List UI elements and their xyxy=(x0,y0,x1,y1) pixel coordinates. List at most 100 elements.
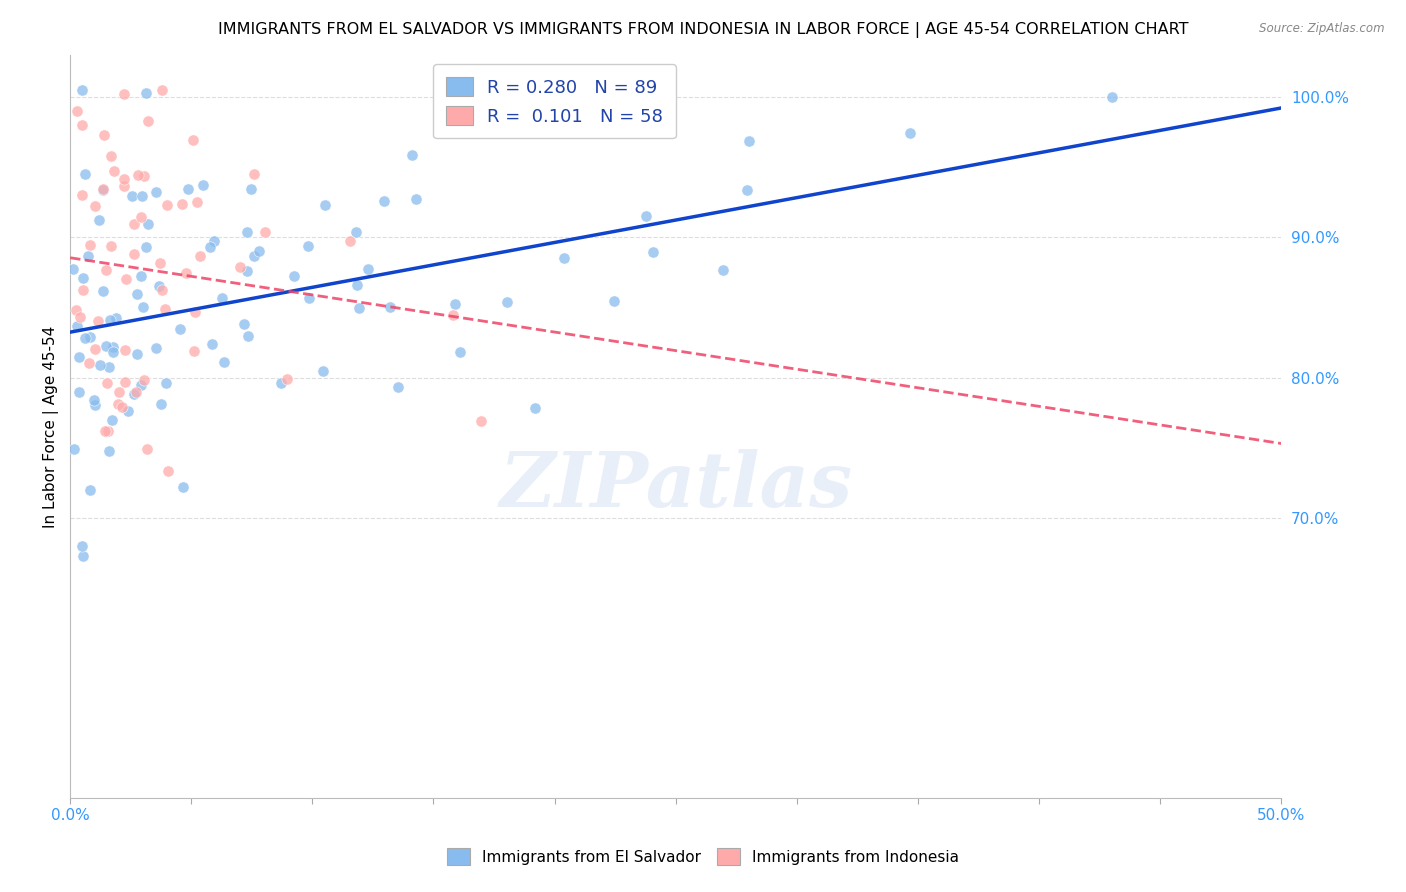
Point xyxy=(100,239,122,253)
Point xyxy=(441,308,464,322)
Point xyxy=(72,270,94,285)
Point xyxy=(91,183,114,197)
Text: ZIPatlas: ZIPatlas xyxy=(499,449,852,523)
Point xyxy=(188,249,211,263)
Point xyxy=(242,249,264,263)
Point xyxy=(314,198,336,212)
Point xyxy=(77,356,100,370)
Point xyxy=(132,373,155,387)
Point xyxy=(84,199,107,213)
Point xyxy=(72,539,94,553)
Point xyxy=(339,234,361,248)
Point xyxy=(79,483,101,497)
Point xyxy=(93,128,115,142)
Point xyxy=(122,246,145,260)
Point xyxy=(643,244,665,259)
Point xyxy=(711,263,734,277)
Point xyxy=(65,302,87,317)
Point xyxy=(136,217,159,231)
Point xyxy=(117,404,139,418)
Point xyxy=(238,329,260,343)
Point xyxy=(112,87,135,101)
Point xyxy=(470,414,492,428)
Point xyxy=(84,398,107,412)
Point xyxy=(84,342,107,356)
Point xyxy=(103,340,125,354)
Point xyxy=(72,549,94,563)
Point xyxy=(298,291,321,305)
Point xyxy=(111,400,134,414)
Point xyxy=(1101,90,1123,104)
Point xyxy=(83,392,105,407)
Legend: Immigrants from El Salvador, Immigrants from Indonesia: Immigrants from El Salvador, Immigrants … xyxy=(441,842,965,871)
Point xyxy=(79,330,101,344)
Point xyxy=(283,268,305,283)
Point xyxy=(156,464,179,478)
Point xyxy=(100,149,122,163)
Point xyxy=(69,310,91,324)
Point xyxy=(495,295,517,310)
Point xyxy=(149,256,172,270)
Point xyxy=(738,134,761,148)
Point xyxy=(344,225,367,239)
Point xyxy=(129,269,152,284)
Point xyxy=(112,179,135,194)
Point xyxy=(132,169,155,183)
Point xyxy=(735,183,758,197)
Point xyxy=(79,237,101,252)
Point xyxy=(136,114,159,128)
Point xyxy=(67,385,90,400)
Point xyxy=(233,317,256,331)
Point xyxy=(122,217,145,231)
Point xyxy=(247,244,270,258)
Point xyxy=(66,104,89,119)
Point xyxy=(131,189,153,203)
Point xyxy=(186,194,208,209)
Point xyxy=(270,376,292,391)
Point xyxy=(236,225,259,239)
Point xyxy=(94,424,117,438)
Point xyxy=(349,301,371,316)
Point xyxy=(96,339,118,353)
Point xyxy=(121,189,143,203)
Point xyxy=(150,283,173,297)
Point xyxy=(77,249,100,263)
Point xyxy=(240,182,263,196)
Point xyxy=(183,132,205,146)
Point xyxy=(297,239,319,253)
Point xyxy=(70,83,93,97)
Point xyxy=(636,209,658,223)
Point xyxy=(66,319,89,334)
Point xyxy=(235,264,257,278)
Point xyxy=(112,172,135,186)
Point xyxy=(312,364,335,378)
Point xyxy=(135,86,157,100)
Point xyxy=(91,285,114,299)
Point xyxy=(101,344,124,359)
Point xyxy=(125,347,148,361)
Point xyxy=(127,168,149,182)
Point xyxy=(115,272,138,286)
Point xyxy=(898,126,921,140)
Point xyxy=(108,385,131,400)
Point xyxy=(135,442,157,457)
Legend: R = 0.280   N = 89, R =  0.101   N = 58: R = 0.280 N = 89, R = 0.101 N = 58 xyxy=(433,64,676,138)
Point xyxy=(177,182,200,196)
Point xyxy=(107,397,129,411)
Point xyxy=(145,341,167,355)
Text: IMMIGRANTS FROM EL SALVADOR VS IMMIGRANTS FROM INDONESIA IN LABOR FORCE | AGE 45: IMMIGRANTS FROM EL SALVADOR VS IMMIGRANT… xyxy=(218,22,1188,38)
Point xyxy=(401,148,423,162)
Point xyxy=(122,386,145,401)
Point xyxy=(155,376,177,390)
Point xyxy=(211,291,233,305)
Point xyxy=(87,313,110,327)
Point xyxy=(191,178,214,192)
Point xyxy=(449,345,471,359)
Point xyxy=(242,167,264,181)
Point xyxy=(98,313,121,327)
Point xyxy=(75,331,97,345)
Point xyxy=(172,480,194,494)
Point xyxy=(63,442,86,457)
Point xyxy=(148,279,170,293)
Text: Source: ZipAtlas.com: Source: ZipAtlas.com xyxy=(1260,22,1385,36)
